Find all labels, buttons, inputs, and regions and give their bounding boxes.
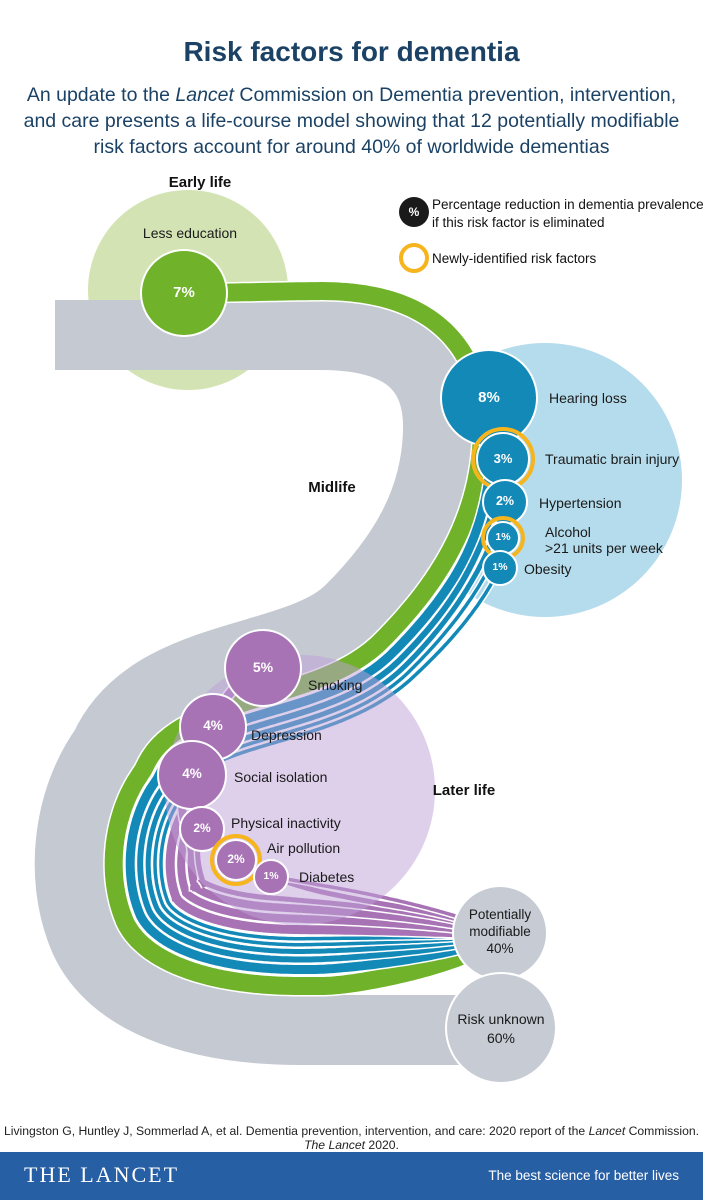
subtitle-line2: and care presents a life-course model sh… — [23, 110, 680, 132]
air-pollution-label: Air pollution — [267, 840, 341, 856]
subtitle-line3: risk factors account for around 40% of w… — [93, 136, 610, 158]
citation: Livingston G, Huntley J, Sommerlad A, et… — [3, 1124, 700, 1152]
diabetes-pct: 1% — [263, 870, 279, 882]
air-pollution-pct: 2% — [227, 852, 245, 866]
subtitle: An update to the Lancet Commission on De… — [0, 82, 703, 160]
stream-traumatic-brain-injury — [137, 458, 506, 963]
less-education-circle — [140, 249, 228, 337]
risk-unknown-label: Risk unknown 60% — [436, 1010, 566, 1048]
physical-inactivity-pct: 2% — [193, 821, 211, 835]
stream-hearing-loss — [125, 397, 498, 974]
social-isolation-pct: 4% — [182, 766, 202, 781]
alcohol-pct: 1% — [495, 531, 511, 543]
lancet-logo: THE LANCET — [24, 1162, 180, 1187]
new-risk-ring-icon — [399, 243, 429, 273]
less-education-pct: 7% — [173, 284, 195, 301]
stage-label-later-life: Later life — [432, 782, 496, 799]
potentially-modifiable-pct: 40% — [486, 941, 514, 956]
risk-unknown-pct: 60% — [486, 1030, 516, 1046]
traumatic-brain-injury-pct: 3% — [493, 451, 513, 466]
hypertension-pct: 2% — [495, 494, 515, 508]
alcohol-label: Alcohol — [545, 524, 591, 540]
diabetes-circle — [253, 859, 289, 895]
hearing-loss-pct: 8% — [478, 389, 500, 406]
footer-tagline: The best science for better lives — [488, 1168, 679, 1183]
legend-item-percent-line2: if this risk factor is eliminated — [432, 215, 605, 230]
legend-item-percent-line1: Percentage reduction in dementia prevale… — [432, 197, 703, 212]
social-isolation-label: Social isolation — [234, 769, 328, 785]
physical-inactivity-circle — [179, 806, 225, 852]
depression-pct: 4% — [203, 718, 223, 733]
smoking-pct: 5% — [252, 659, 274, 675]
footer-bar — [0, 1152, 703, 1200]
obesity-label: Obesity — [524, 561, 572, 577]
smoking-label: Smoking — [308, 677, 363, 693]
subtitle-line1: An update to the Lancet Commission on De… — [26, 84, 677, 106]
depression-label: Depression — [251, 727, 322, 743]
alcohol-label-line2: >21 units per week — [545, 540, 663, 556]
diabetes-label: Diabetes — [299, 869, 355, 885]
page-title: Risk factors for dementia — [183, 36, 520, 67]
stage-label-early-life: Early life — [168, 174, 232, 191]
stage-label-midlife: Midlife — [308, 479, 356, 496]
risk-unknown-circle — [445, 972, 557, 1084]
percent-badge-icon: % — [399, 197, 429, 227]
legend-item-new-risk: Newly-identified risk factors — [432, 251, 597, 266]
smoking-circle — [224, 629, 302, 707]
less-education-label: Less education — [142, 225, 238, 241]
life-course-band — [34, 300, 480, 1065]
traumatic-brain-injury-label: Traumatic brain injury — [545, 451, 680, 467]
hearing-loss-label: Hearing loss — [549, 390, 627, 406]
air-pollution-circle — [215, 839, 257, 881]
potentially-modifiable-label: Potentially modifiable 40% — [445, 906, 555, 957]
physical-inactivity-label: Physical inactivity — [231, 815, 341, 831]
air-pollution-new-ring — [210, 834, 262, 886]
obesity-circle — [482, 550, 518, 586]
obesity-pct: 1% — [492, 561, 508, 573]
hypertension-label: Hypertension — [539, 495, 622, 511]
